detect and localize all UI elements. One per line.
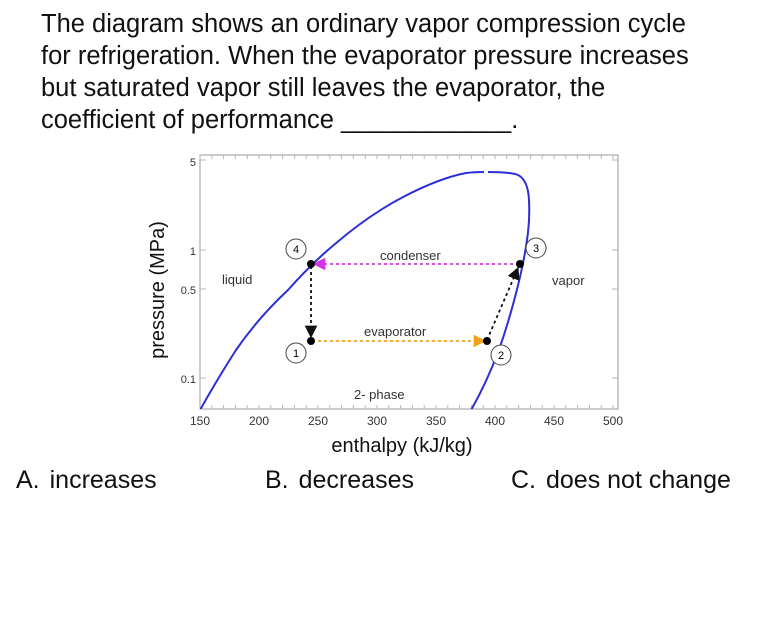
y-tick-0.5: 0.5 bbox=[181, 285, 196, 297]
choice-b[interactable]: B. decreases bbox=[265, 466, 414, 495]
question-line-4: coefficient of performance ____________. bbox=[41, 106, 519, 134]
plot-frame bbox=[199, 154, 619, 410]
state-label-1: 1 bbox=[293, 348, 299, 360]
y-axis-label: pressure (MPa) bbox=[147, 221, 169, 359]
y-tick-0.1: 0.1 bbox=[181, 374, 196, 386]
state-label-2: 2 bbox=[498, 350, 504, 362]
question-line-1: The diagram shows an ordinary vapor comp… bbox=[41, 10, 686, 38]
y-tick-1: 1 bbox=[190, 246, 196, 258]
choice-b-text: decreases bbox=[298, 466, 414, 494]
x-tick-300: 300 bbox=[367, 414, 387, 428]
choice-b-letter: B. bbox=[265, 466, 289, 494]
x-tick-350: 350 bbox=[426, 414, 446, 428]
x-tick-400: 400 bbox=[485, 414, 505, 428]
state-badge-1 bbox=[285, 342, 307, 364]
question-line-3: but saturated vapor still leaves the eva… bbox=[41, 74, 606, 102]
x-axis-label: enthalpy (kJ/kg) bbox=[331, 435, 472, 457]
state-point-1-dot bbox=[307, 337, 315, 345]
x-tick-500: 500 bbox=[603, 414, 623, 428]
ph-diagram: 1 2 3 4 liquid vapor 2- phase condenser … bbox=[147, 154, 623, 457]
saturation-dome bbox=[200, 171, 485, 409]
vapor-label: vapor bbox=[552, 273, 585, 288]
state-point-2-dot bbox=[483, 337, 491, 345]
state-label-3: 3 bbox=[533, 243, 539, 255]
choice-a-text: increases bbox=[49, 466, 157, 494]
choice-c-letter: C. bbox=[511, 466, 536, 494]
state-point-4-dot bbox=[307, 260, 315, 268]
condenser-label: condenser bbox=[380, 248, 441, 263]
state-badge-3 bbox=[525, 237, 547, 259]
two-phase-label: 2- phase bbox=[354, 387, 405, 402]
state-point-3-dot bbox=[516, 260, 524, 268]
x-tick-250: 250 bbox=[308, 414, 328, 428]
state-badge-2 bbox=[490, 344, 512, 366]
choice-a[interactable]: A. increases bbox=[16, 466, 157, 495]
choice-c[interactable]: C. does not change bbox=[511, 466, 731, 495]
frame-ticks bbox=[199, 155, 618, 409]
state-label-4: 4 bbox=[293, 244, 299, 256]
x-tick-450: 450 bbox=[544, 414, 564, 428]
compression-arrow bbox=[486, 266, 520, 341]
saturation-dome-vapor-side bbox=[470, 171, 531, 409]
x-tick-200: 200 bbox=[249, 414, 269, 428]
liquid-label: liquid bbox=[222, 272, 252, 287]
choice-a-letter: A. bbox=[16, 466, 40, 494]
question-line-2: for refrigeration. When the evaporator p… bbox=[41, 42, 689, 70]
y-tick-5: 5 bbox=[190, 157, 196, 169]
evaporator-label: evaporator bbox=[364, 324, 427, 339]
question-text: The diagram shows an ordinary vapor comp… bbox=[41, 8, 741, 136]
choice-c-text: does not change bbox=[546, 466, 731, 494]
x-tick-150: 150 bbox=[190, 414, 210, 428]
state-badge-4 bbox=[285, 238, 307, 260]
